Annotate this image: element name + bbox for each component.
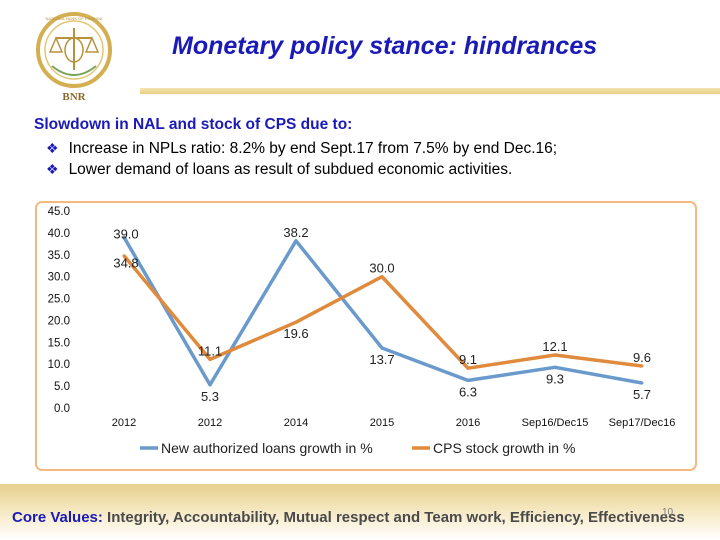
data-point	[553, 353, 557, 357]
bullet-item: ❖ Increase in NPLs ratio: 8.2% by end Sep…	[46, 138, 557, 159]
bullet-list: ❖ Increase in NPLs ratio: 8.2% by end Sep…	[46, 138, 557, 180]
diamond-bullet-icon: ❖	[46, 161, 59, 177]
logo-text: BNR	[62, 91, 86, 103]
data-point	[466, 378, 470, 382]
page-title: Monetary policy stance: hindrances	[172, 32, 598, 60]
logo-ring-text: NATIONAL BANK OF RWANDA	[46, 16, 103, 21]
diamond-bullet-icon: ❖	[46, 140, 59, 156]
data-point	[380, 346, 384, 350]
data-point	[380, 275, 384, 279]
y-tick-label: 5.0	[54, 381, 70, 393]
x-tick-label: Sep16/Dec15	[522, 417, 589, 429]
x-tick-label: Sep17/Dec16	[609, 417, 676, 429]
bnr-logo: NATIONAL BANK OF RWANDA BNR	[36, 12, 112, 103]
y-tick-label: 20.0	[48, 315, 70, 327]
y-tick-label: 25.0	[48, 294, 70, 306]
data-point	[553, 365, 557, 369]
data-point	[208, 357, 212, 361]
data-label: 9.6	[633, 350, 651, 365]
footer-band	[0, 484, 720, 540]
data-label: 38.2	[283, 225, 308, 240]
data-point	[122, 235, 126, 239]
data-label: 11.1	[198, 343, 222, 358]
data-label: 9.1	[459, 352, 477, 367]
data-label: 9.3	[546, 371, 564, 386]
y-tick-label: 35.0	[48, 250, 70, 262]
title-divider	[140, 88, 720, 94]
legend-label: CPS stock growth in %	[433, 440, 575, 456]
data-label: 39.0	[113, 226, 138, 241]
x-tick-label: 2012	[198, 417, 222, 429]
bullet-text: Increase in NPLs ratio: 8.2% by end Sept…	[68, 139, 558, 157]
intro-heading: Slowdown in NAL and stock of CPS due to:	[34, 116, 353, 133]
data-point	[294, 320, 298, 324]
legend-label: New authorized loans growth in %	[161, 440, 373, 456]
x-tick-label: 2016	[456, 417, 480, 429]
bullet-item: ❖ Lower demand of loans as result of subd…	[46, 159, 557, 180]
x-tick-label: 2014	[284, 417, 308, 429]
y-tick-label: 45.0	[48, 206, 70, 218]
data-label: 6.3	[459, 384, 477, 399]
data-point	[122, 254, 126, 258]
x-tick-label: 2015	[370, 417, 394, 429]
footer-label: Core Values:	[12, 509, 103, 526]
data-label: 12.1	[542, 339, 567, 354]
y-tick-label: 15.0	[48, 337, 70, 349]
bullet-text: Lower demand of loans as result of subdu…	[68, 160, 513, 178]
y-tick-label: 40.0	[48, 228, 70, 240]
y-tick-label: 0.0	[54, 403, 70, 415]
data-point	[294, 239, 298, 243]
y-tick-label: 10.0	[48, 359, 70, 371]
data-point	[640, 381, 644, 385]
chart-frame	[35, 201, 697, 471]
data-label: 5.7	[633, 387, 651, 402]
footer-core-values: Core Values: Integrity, Accountability, …	[12, 509, 685, 526]
y-tick-label: 30.0	[48, 272, 70, 284]
data-label: 5.3	[201, 389, 219, 404]
data-point	[466, 366, 470, 370]
data-point	[208, 383, 212, 387]
loans-growth-chart: 45.0 40.0 35.0 30.0 25.0 20.0 15.0 10.0 5.0 0.0 3…	[35, 201, 697, 471]
data-label: 34.8	[113, 256, 138, 271]
page-number: 10	[662, 507, 674, 518]
footer-values: Integrity, Accountability, Mutual respec…	[107, 509, 685, 526]
x-tick-label: 2012	[112, 417, 136, 429]
data-point	[640, 364, 644, 368]
data-label: 30.0	[369, 261, 394, 276]
data-label: 13.7	[369, 352, 394, 367]
data-label: 19.6	[283, 326, 308, 341]
